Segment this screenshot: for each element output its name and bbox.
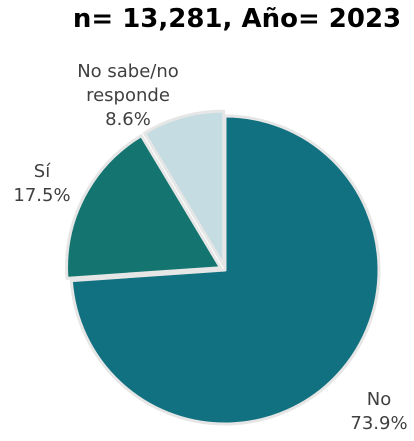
slice-label-no-sabe: No sabe/no responde 8.6% (56, 60, 200, 132)
slice-label-no: No 73.9% (344, 388, 414, 436)
slice-value-no-sabe: 8.6% (105, 109, 151, 130)
pie-slices (65, 109, 381, 426)
slice-label-si-name: Sí (33, 161, 51, 182)
slice-label-no-sabe-line1: No sabe/no (77, 61, 179, 82)
slice-label-no-sabe-line2: responde (86, 85, 170, 106)
slice-label-si: Sí 17.5% (0, 160, 84, 208)
chart-title: n= 13,281, Año= 2023 (72, 4, 402, 34)
pie-slice-no-sabe-no-responde (142, 109, 226, 267)
pie-slice-si (65, 134, 223, 280)
slice-label-no-name: No (366, 389, 392, 410)
slice-value-si: 17.5% (13, 185, 71, 206)
pie-slice-no (69, 114, 381, 426)
slice-value-no: 73.9% (350, 413, 408, 434)
